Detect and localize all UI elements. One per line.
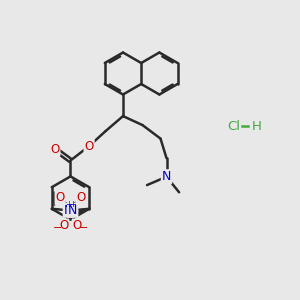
Text: O: O [59,219,68,232]
Text: O: O [50,142,59,156]
Text: −: − [79,223,88,233]
Text: N: N [162,170,171,183]
Text: O: O [85,140,94,153]
Text: H: H [252,119,261,133]
Text: +: + [69,200,76,209]
Text: −: − [52,223,62,233]
Text: N: N [68,204,77,217]
Text: N: N [64,204,73,217]
Text: O: O [73,219,82,232]
Text: O: O [76,191,86,204]
Text: Cl: Cl [227,119,241,133]
Text: O: O [56,191,65,204]
Text: +: + [65,200,72,209]
